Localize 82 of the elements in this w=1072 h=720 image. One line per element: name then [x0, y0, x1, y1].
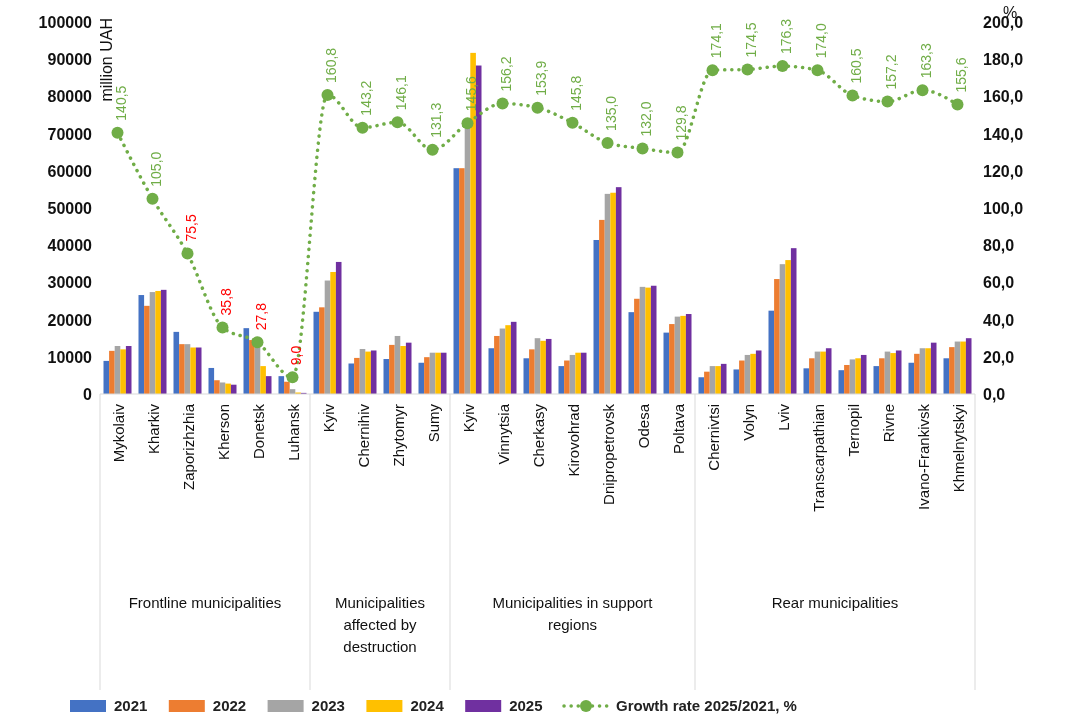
y-tick-label: 80000 [47, 88, 93, 106]
x-tick-label: Kirovohrad [564, 404, 582, 477]
x-tick-label: Ivano-Frankivsk [914, 403, 932, 510]
legend-label: 2023 [311, 697, 345, 714]
y-tick-label: 30000 [47, 274, 93, 292]
x-tick-label: Rivne [879, 404, 897, 443]
x-tick-label: Mykolaiv [109, 403, 127, 463]
data-label: 174,0 [812, 23, 829, 59]
data-label: 155,6 [952, 57, 969, 93]
data-label: 9,0 [287, 345, 304, 366]
legend-label: Growth rate 2025/2021, % [616, 697, 797, 714]
y2-tick-label: 160,0 [983, 88, 1024, 106]
x-tick-label: Chernivtsi [704, 404, 722, 471]
x-tick-label: Kyiv [319, 403, 337, 433]
x-tick-label: Dnipropetrovsk [599, 403, 617, 505]
data-label: 174,1 [707, 22, 724, 59]
data-label: 129,8 [672, 105, 689, 141]
data-label: 131,3 [427, 102, 444, 138]
x-tick-label: Poltava [669, 403, 687, 455]
y2-tick-label: 60,0 [983, 274, 1015, 292]
data-label: 157,2 [882, 54, 899, 90]
text: Rear municipalities [771, 594, 899, 611]
x-tick-label: Cherkasy [529, 403, 547, 468]
y2-tick-label: 40,0 [983, 311, 1015, 329]
y2-tick-label: 0,0 [983, 386, 1006, 403]
x-tick-label: Lviv [774, 403, 792, 431]
y-tick-label: 50000 [47, 200, 93, 217]
data-label: 145,6 [462, 75, 479, 112]
x-tick-label: Luhansk [284, 403, 302, 461]
y2-tick-label: 140,0 [983, 125, 1024, 143]
legend-label: 2024 [410, 697, 445, 714]
x-tick-label: Sumy [424, 403, 442, 443]
y-axis-title: million UAH [98, 18, 115, 102]
data-label: 145,8 [567, 75, 584, 111]
y2-tick-label: 100,0 [983, 200, 1024, 217]
data-label: 160,8 [322, 47, 339, 83]
x-tick-label: Kyiv [459, 403, 477, 433]
legend-label: 2021 [114, 697, 148, 714]
y2-tick-label: 180,0 [983, 51, 1024, 69]
x-tick-label: Kharkiv [144, 403, 162, 455]
x-tick-label: Transcarpathian [809, 404, 827, 512]
legend-label: 2022 [212, 697, 247, 714]
x-tick-label: Donetsk [249, 403, 267, 460]
y-tick-label: 20000 [47, 311, 93, 329]
data-label: 153,9 [532, 60, 549, 96]
text: Frontline municipalities [128, 594, 282, 611]
x-tick-label: Volyn [739, 404, 757, 441]
text: Municipalities in support regions [492, 594, 654, 633]
y-tick-label: 90000 [47, 51, 93, 69]
x-tick-label: Zaporizhzhia [179, 403, 197, 490]
data-label: 132,0 [637, 101, 654, 137]
y2-tick-label: 80,0 [983, 237, 1015, 255]
x-tick-label: Odesa [634, 403, 652, 449]
legend-label: 2025 [509, 697, 543, 714]
text: Municipalities affected by destruction [334, 594, 426, 655]
data-label: 135,0 [602, 95, 619, 131]
x-tick-label: Kherson [214, 404, 232, 460]
y-tick-label: 10000 [47, 348, 93, 366]
data-label: 75,5 [182, 214, 199, 242]
data-label: 160,5 [847, 48, 864, 84]
x-tick-label: Vinnytsia [494, 403, 512, 465]
y-tick-label: 100000 [38, 14, 93, 31]
data-label: 140,5 [112, 85, 129, 121]
data-label: 27,8 [252, 302, 269, 331]
data-label: 163,3 [917, 43, 934, 79]
data-label: 146,1 [392, 75, 409, 111]
data-label: 176,3 [777, 18, 794, 55]
x-tick-label: Ternopil [844, 404, 862, 457]
y-tick-label: 0 [83, 386, 93, 403]
y2-tick-label: 20,0 [983, 348, 1015, 366]
data-label: 156,2 [497, 56, 514, 92]
data-label: 143,2 [357, 80, 374, 116]
x-tick-label: Chernihiv [354, 403, 372, 468]
y-tick-label: 40000 [47, 237, 93, 255]
x-tick-label: Zhytomyr [389, 404, 407, 467]
y-tick-label: 70000 [47, 125, 93, 143]
data-label: 174,5 [742, 22, 759, 58]
y-tick-label: 60000 [47, 162, 93, 180]
x-tick-label: Khmelnytskyi [949, 404, 967, 493]
data-label: 105,0 [147, 151, 164, 187]
y2-tick-label: 120,0 [983, 162, 1024, 180]
data-label: 35,8 [217, 287, 234, 316]
